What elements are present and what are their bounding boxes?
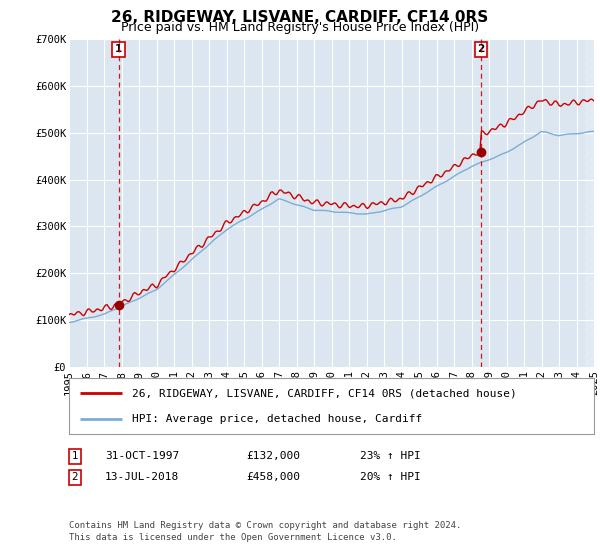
Text: Price paid vs. HM Land Registry's House Price Index (HPI): Price paid vs. HM Land Registry's House … xyxy=(121,21,479,34)
Text: 20% ↑ HPI: 20% ↑ HPI xyxy=(360,472,421,482)
Text: £132,000: £132,000 xyxy=(246,451,300,461)
Text: 31-OCT-1997: 31-OCT-1997 xyxy=(105,451,179,461)
Text: 2: 2 xyxy=(478,44,485,54)
Text: 23% ↑ HPI: 23% ↑ HPI xyxy=(360,451,421,461)
Text: 1: 1 xyxy=(71,451,79,461)
Text: £458,000: £458,000 xyxy=(246,472,300,482)
Text: 26, RIDGEWAY, LISVANE, CARDIFF, CF14 0RS (detached house): 26, RIDGEWAY, LISVANE, CARDIFF, CF14 0RS… xyxy=(132,388,517,398)
Text: 26, RIDGEWAY, LISVANE, CARDIFF, CF14 0RS: 26, RIDGEWAY, LISVANE, CARDIFF, CF14 0RS xyxy=(112,10,488,25)
Text: Contains HM Land Registry data © Crown copyright and database right 2024.
This d: Contains HM Land Registry data © Crown c… xyxy=(69,521,461,542)
Text: HPI: Average price, detached house, Cardiff: HPI: Average price, detached house, Card… xyxy=(132,414,422,424)
Text: 13-JUL-2018: 13-JUL-2018 xyxy=(105,472,179,482)
Text: 1: 1 xyxy=(115,44,122,54)
Text: 2: 2 xyxy=(71,472,79,482)
